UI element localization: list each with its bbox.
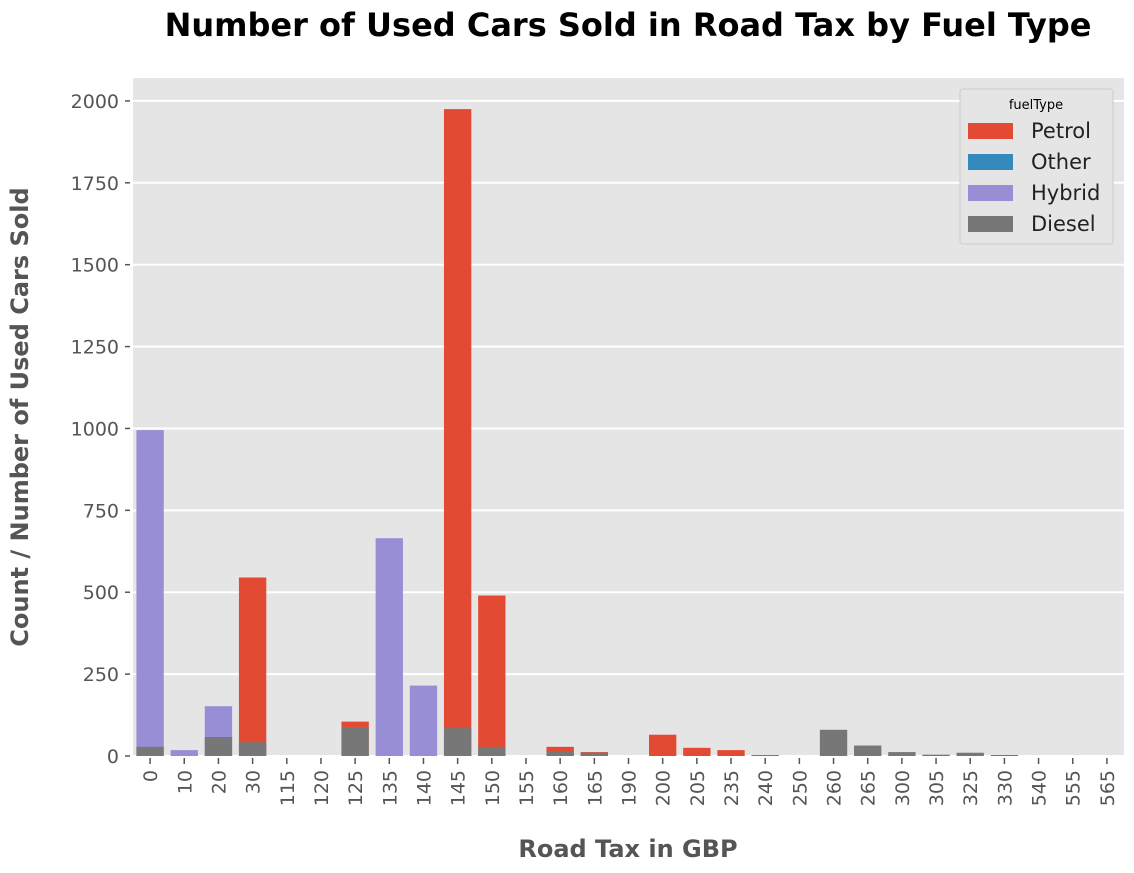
x-tick-label: 260 [824,770,846,806]
bar-diesel-20 [204,737,233,756]
x-tick-label: 20 [208,770,230,794]
bar-diesel-145 [443,728,472,756]
x-tick-label: 135 [379,770,401,806]
chart-title: Number of Used Cars Sold in Road Tax by … [165,6,1092,44]
bar-diesel-125 [341,727,369,756]
bar-hybrid-0 [136,430,164,756]
bar-diesel-325 [956,752,984,756]
bar-diesel-30 [238,742,267,756]
x-tick-label: 300 [892,770,914,806]
y-axis: 0 250 500 750 1000 1250 1500 1750 2000 [71,91,130,768]
legend-swatch-hybrid [968,185,1013,201]
y-axis-label: Count / Number of Used Cars Sold [6,187,34,646]
x-tick-label: 30 [243,770,265,794]
x-tick-label: 115 [277,770,299,806]
bar-petrol-150 [478,595,506,756]
plot-area [133,78,1124,756]
y-tick-label: 2000 [71,91,119,113]
bar-petrol-205 [683,747,711,756]
x-tick-label: 205 [687,770,709,806]
x-tick-label: 190 [619,770,641,806]
y-tick-label: 750 [83,500,119,522]
legend-label-diesel: Diesel [1031,212,1096,236]
bar-diesel-300 [888,752,916,756]
legend-swatch-petrol [968,123,1013,139]
y-tick-label: 0 [107,746,119,768]
x-tick-label: 140 [413,770,435,806]
x-tick-label: 125 [345,770,367,806]
legend-label-other: Other [1031,150,1091,174]
x-tick-label: 265 [858,770,880,806]
x-tick-label: 165 [584,770,606,806]
bar-diesel-240 [751,755,779,756]
x-axis: 0 10 20 30 115 120 125 135 140 145 150 155 160 165 190… [140,758,1119,806]
x-tick-label: 325 [960,770,982,806]
bar-petrol-235 [717,750,745,756]
bars [136,109,1019,756]
y-tick-label: 1000 [71,418,119,440]
x-tick-label: 330 [994,770,1016,806]
bar-diesel-265 [854,745,882,756]
bar-diesel-305 [922,754,950,756]
x-tick-label: 150 [482,770,504,806]
x-tick-label: 10 [174,770,196,794]
bar-diesel-165 [580,752,608,756]
bar-petrol-145 [443,109,472,756]
x-axis-label: Road Tax in GBP [518,835,737,863]
legend-swatch-other [968,154,1013,170]
bar-petrol-200 [649,734,677,756]
x-tick-label: 240 [755,770,777,806]
gridlines [133,99,1124,757]
bar-diesel-260 [819,729,848,756]
x-tick-label: 0 [140,770,162,782]
y-tick-label: 250 [83,664,119,686]
x-tick-label: 145 [448,770,470,806]
bar-diesel-150 [478,746,506,756]
x-tick-label: 305 [926,770,948,806]
bar-petrol-30 [238,577,267,756]
bar-hybrid-135 [375,538,403,756]
bar-hybrid-140 [409,685,438,756]
y-tick-label: 1250 [71,337,119,359]
x-tick-label: 155 [516,770,538,806]
x-tick-label: 235 [721,770,743,806]
legend: fuelType Petrol Other Hybrid Diesel [959,88,1114,245]
x-tick-label: 565 [1097,770,1119,806]
bar-diesel-160 [546,751,574,756]
x-tick-label: 160 [550,770,572,806]
y-tick-label: 1750 [71,173,119,195]
bar-petrol-330 [990,755,1019,756]
bar-diesel-0 [136,746,164,756]
x-tick-label: 200 [653,770,675,806]
legend-label-hybrid: Hybrid [1031,181,1100,205]
y-tick-label: 1500 [71,255,119,277]
bar-hybrid-10 [170,750,198,756]
legend-swatch-diesel [968,216,1013,232]
x-tick-label: 250 [789,770,811,806]
legend-label-petrol: Petrol [1031,119,1091,143]
y-tick-label: 500 [83,582,119,604]
x-tick-label: 120 [311,770,333,806]
x-tick-label: 540 [1029,770,1051,806]
legend-title: fuelType [1009,98,1063,113]
x-tick-label: 555 [1063,770,1085,806]
